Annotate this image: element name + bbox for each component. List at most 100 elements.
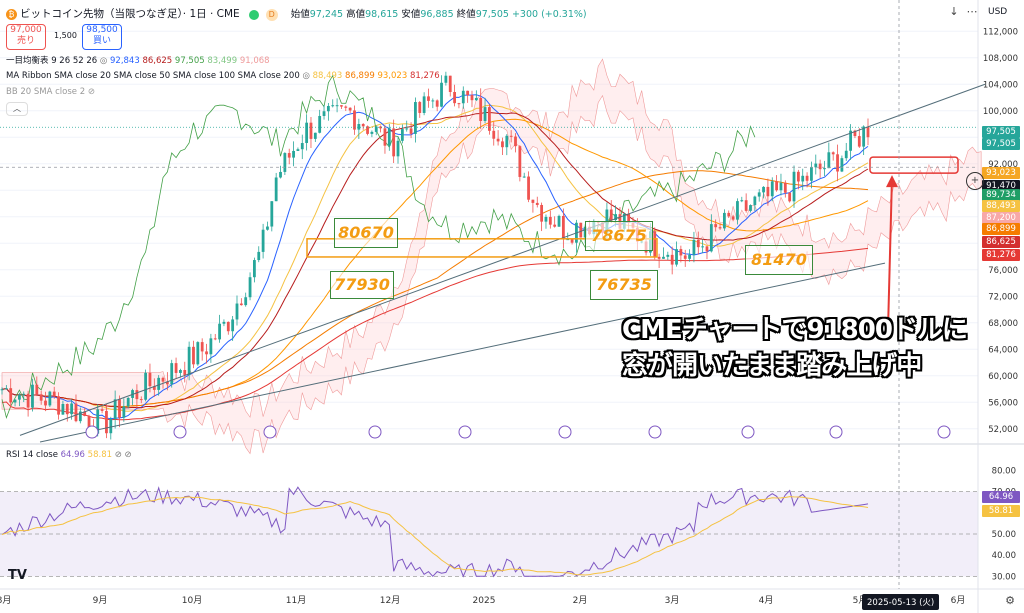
symbol-title[interactable]: ビットコイン先物（当限つなぎ足）· 1日 · CME (20, 8, 240, 20)
price-tick-label: 72,000 (988, 292, 1018, 302)
candle-body (840, 158, 844, 172)
candle-body (283, 153, 287, 172)
status-dot (248, 9, 259, 20)
candle-body (487, 107, 491, 131)
settings-gear-icon[interactable]: ⚙ (1005, 594, 1015, 607)
candle-body (683, 255, 687, 259)
candle-body (561, 215, 565, 240)
candle-body (248, 277, 252, 298)
rsi-label: RSI 14 close (6, 450, 58, 460)
candle-body (505, 135, 509, 148)
price-tag: 86,625 (982, 236, 1020, 248)
event-icon (263, 425, 277, 439)
eye-off-icon[interactable]: ⊘ (87, 87, 95, 97)
candle-body (387, 128, 391, 146)
ma-20-line (1, 104, 869, 412)
open-label: 始値 (290, 9, 310, 20)
candle-body (744, 200, 748, 211)
candle-body (100, 409, 104, 411)
candle-body (305, 122, 309, 144)
tradingview-logo[interactable]: 𝗧𝗩 (8, 568, 27, 583)
candle-body (779, 182, 783, 191)
time-tick-label: 4月 (759, 595, 774, 606)
candle-body (213, 338, 217, 340)
price-tag: 87,200 (982, 212, 1020, 224)
candle-body (557, 215, 561, 227)
candle-body (501, 141, 504, 148)
candle-body (535, 202, 539, 205)
currency-label[interactable]: USD (988, 7, 1008, 17)
scroll-down-button[interactable]: ↓ (949, 5, 959, 18)
ichimoku-value-5: 91,068 (239, 56, 270, 66)
candle-body (392, 128, 396, 157)
candle-body (192, 346, 195, 365)
candle-body (740, 200, 744, 202)
upper-trendline (19, 83, 986, 436)
candle-body (492, 130, 496, 139)
price-tag: 97,505 (982, 138, 1020, 150)
candle-body (357, 123, 361, 130)
candle-body (26, 393, 30, 408)
candle-body (44, 400, 47, 406)
rsi-ma-line (1, 496, 869, 576)
event-icon (173, 425, 187, 439)
candle-body (31, 384, 34, 408)
change-value: +300 (+0.31%) (511, 9, 587, 20)
callout-line-2: 窓が開いたまま踏み上げ中 (622, 351, 922, 381)
candle-body (13, 399, 17, 403)
callout-line-1: CMEチャートで91800ドルに (622, 315, 968, 345)
eye-icon[interactable]: ◎ (302, 71, 310, 81)
event-icon (458, 425, 472, 439)
bb-label: BB 20 SMA close 2 (6, 87, 86, 97)
price-tick-label: 76,000 (988, 266, 1018, 276)
candle-body (326, 105, 330, 112)
candle-body (518, 146, 522, 177)
more-options-button[interactable]: ⋯ (966, 5, 978, 18)
hide-icon[interactable]: ⊘ ⊘ (114, 450, 132, 460)
candle-body (753, 196, 757, 206)
rsi-tag: 64.96 (982, 491, 1020, 503)
ichimoku-legend[interactable]: 一目均衡表 9 26 52 26 ◎ 92,843 86,625 97,505 … (6, 54, 270, 66)
candle-body (805, 175, 809, 181)
sell-button[interactable]: 97,000 売り (6, 24, 46, 50)
buy-button[interactable]: 98,500 買い (82, 24, 122, 50)
event-icon (558, 425, 572, 439)
ma-legend[interactable]: MA Ribbon SMA close 20 SMA close 50 SMA … (6, 71, 440, 81)
candle-body (749, 205, 752, 211)
annotation-80670: 80670 (334, 218, 398, 248)
collapse-legend-button[interactable]: ︿ (6, 102, 28, 116)
candle-body (266, 226, 269, 230)
rsi-legend[interactable]: RSI 14 close 64.96 58.81 ⊘ ⊘ (6, 450, 132, 460)
candle-body (514, 136, 517, 147)
ichimoku-value-1: 92,843 (110, 56, 140, 66)
candle-body (831, 152, 835, 155)
candle-body (823, 168, 826, 170)
candle-body (527, 176, 530, 200)
candle-body (331, 105, 335, 107)
candle-body (70, 403, 74, 415)
time-tick-label: 5月 (853, 595, 868, 606)
rsi-value: 64.96 (60, 450, 85, 460)
rsi-tick-label: 30.00 (992, 572, 1016, 582)
symbol-row: ₿ ビットコイン先物（当限つなぎ足）· 1日 · CME D 始値97,245 … (6, 6, 587, 21)
event-icon (741, 425, 755, 439)
candle-body (87, 415, 91, 428)
gap-arrow-head (886, 175, 898, 188)
price-tick-label: 52,000 (988, 425, 1018, 435)
candle-body (666, 254, 670, 257)
price-tick-label: 60,000 (988, 372, 1018, 382)
candle-body (627, 213, 631, 223)
candle-body (353, 110, 356, 130)
ichimoku-label: 一目均衡表 9 26 52 26 (6, 56, 98, 66)
open-value: 97,245 (309, 9, 344, 20)
candle-body (235, 303, 239, 320)
candle-body (152, 386, 156, 390)
close-value: 97,505 (475, 9, 509, 20)
candle-body (679, 249, 683, 256)
add-alert-plus-icon[interactable]: + (966, 172, 984, 190)
eye-icon[interactable]: ◎ (99, 56, 108, 66)
candle-body (827, 152, 831, 169)
price-tag: 89,734 (982, 189, 1020, 201)
bb-legend[interactable]: BB 20 SMA close 2 ⊘ (6, 87, 95, 97)
